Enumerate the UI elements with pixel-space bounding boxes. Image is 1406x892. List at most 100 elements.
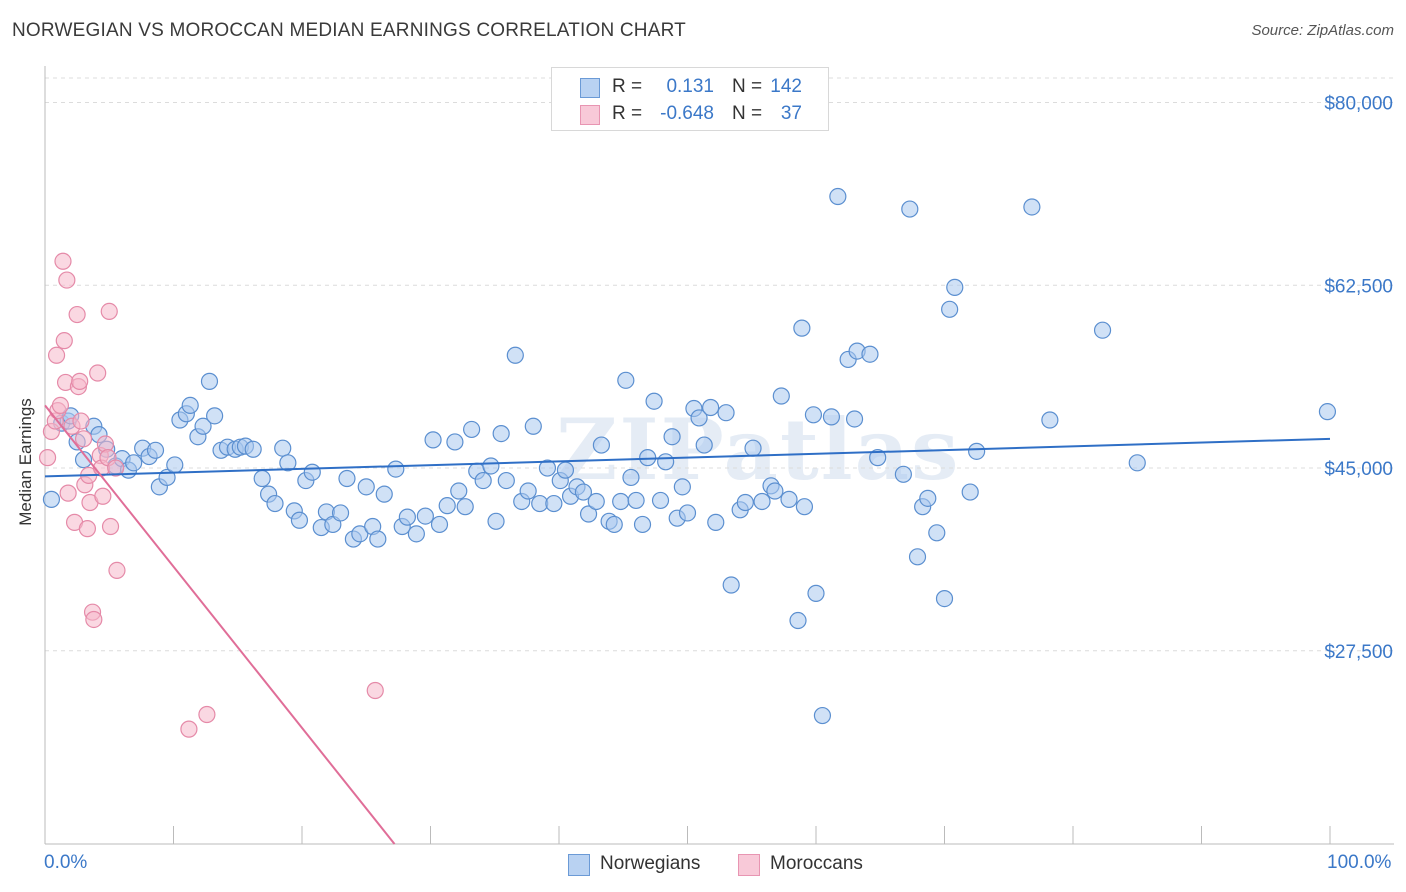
norwegian-point (633, 515, 652, 534)
moroccan-point (72, 412, 90, 430)
moroccan-point (78, 520, 97, 538)
norwegian-point (538, 459, 557, 477)
legend-row-norwegians: R = 0.131 N = 142 (552, 74, 828, 100)
norwegian-point (617, 371, 635, 389)
moroccan-point (58, 271, 76, 289)
moroccan-point (59, 484, 77, 502)
norwegian-point (1023, 198, 1041, 216)
y-tick-label: $45,000 (1324, 459, 1393, 480)
legend-swatch-pink (580, 105, 600, 125)
norwegian-point (369, 530, 387, 548)
norwegian-point (592, 436, 611, 454)
norwegian-point (1318, 403, 1337, 421)
legend-n-value: 37 (780, 103, 802, 124)
norwegian-point (663, 428, 681, 446)
norwegian-point (793, 319, 811, 337)
norwegian-point (253, 469, 271, 488)
norwegian-point (946, 278, 964, 296)
norwegian-point (274, 439, 292, 457)
norwegian-point (125, 454, 143, 472)
legend-row-moroccans: R = -0.648 N = 37 (552, 101, 828, 127)
norwegian-point (42, 490, 61, 508)
norwegian-point (645, 392, 663, 410)
norwegian-point (357, 478, 375, 496)
trend-lines (44, 404, 1331, 845)
norwegian-point (901, 200, 919, 218)
norwegian-point (166, 456, 184, 474)
norwegian-point (424, 431, 442, 449)
norwegian-point (545, 494, 563, 513)
legend-r-value: -0.648 (660, 103, 714, 124)
legend-label-norwegians: Norwegians (600, 853, 701, 874)
norwegian-point (279, 454, 297, 472)
moroccan-point (89, 364, 107, 382)
norwegian-point (387, 460, 405, 478)
correlation-legend: R = 0.131 N = 142 R = -0.648 N = 37 (551, 67, 829, 131)
moroccan-point (85, 610, 103, 629)
norwegian-point (807, 584, 825, 602)
norwegian-point (351, 525, 369, 543)
norwegian-point (772, 387, 790, 405)
norwegian-point (639, 449, 657, 467)
norwegian-point (519, 482, 537, 500)
norwegian-point (574, 483, 593, 501)
legend-swatch-pink (738, 854, 760, 876)
y-tick-label: $27,500 (1324, 642, 1393, 663)
norwegian-point (861, 345, 879, 363)
norwegian-point (200, 372, 219, 390)
moroccan-point (366, 681, 384, 700)
norwegian-point (497, 471, 515, 490)
norwegian-point (579, 505, 598, 523)
norwegian-point (416, 507, 434, 525)
norwegian-point (869, 449, 887, 467)
moroccan-point (74, 430, 93, 448)
x-axis-max-label: 100.0% (1327, 852, 1392, 873)
moroccan-point (38, 449, 57, 467)
norwegian-point (961, 483, 979, 501)
legend-swatch-blue (568, 854, 590, 876)
norwegian-point (482, 457, 500, 475)
moroccan-point (54, 252, 72, 270)
moroccan-point (71, 372, 89, 390)
norwegian-point (450, 482, 468, 500)
norwegian-point (375, 485, 393, 503)
norwegian-point (753, 492, 771, 511)
norwegian-point (492, 424, 510, 443)
series-moroccans (38, 252, 384, 738)
moroccan-point (51, 396, 70, 414)
norwegian-point (736, 493, 754, 512)
norwegian-point (717, 404, 735, 422)
norwegian-point (894, 465, 912, 483)
trend-line-moroccans (44, 404, 396, 845)
norwegian-point (928, 524, 946, 542)
y-tick-label: $62,500 (1324, 276, 1393, 297)
norwegian-point (744, 439, 762, 457)
moroccan-point (100, 302, 118, 321)
norwegian-point (622, 468, 640, 487)
norwegian-point (556, 461, 575, 479)
norwegian-point (845, 410, 864, 428)
norwegian-point (303, 463, 321, 481)
norwegian-point (678, 504, 697, 522)
norwegian-point (430, 515, 449, 534)
norwegian-point (206, 407, 224, 425)
norwegian-point (941, 300, 959, 318)
norwegian-point (780, 490, 798, 508)
norwegian-point (474, 471, 492, 490)
norwegian-point (695, 436, 713, 454)
grid-lines (45, 77, 1394, 652)
norwegian-point (673, 478, 691, 496)
trend-line-norwegians (44, 437, 1331, 478)
norwegian-point (968, 442, 986, 460)
moroccan-point (94, 487, 112, 505)
norwegian-point (813, 706, 832, 725)
y-tick-labels: $80,000 $62,500 $45,000 $27,500 (1324, 94, 1393, 663)
norwegian-point (766, 482, 784, 500)
norwegian-point (338, 469, 356, 488)
norwegian-point (690, 409, 708, 427)
norwegian-point (463, 420, 481, 439)
norwegian-point (446, 433, 464, 451)
series-norwegians (42, 187, 1337, 725)
legend-n-value: 142 (770, 76, 802, 97)
